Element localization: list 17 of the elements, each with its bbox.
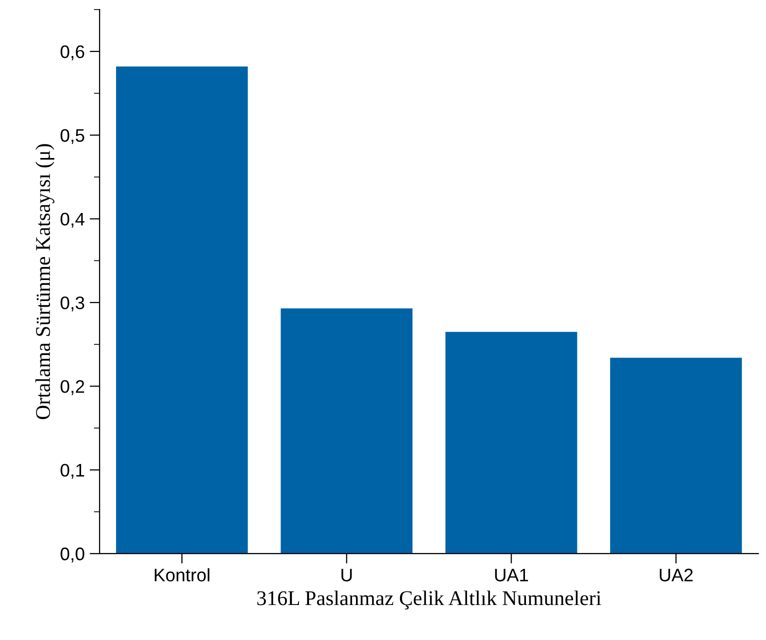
x-tick-label: UA2 <box>660 568 693 582</box>
y-tick-label: 0,2 <box>60 380 84 396</box>
y-tick-label: 0,5 <box>60 129 84 144</box>
x-axis-title: 316L Paslanmaz Çelik Altlık Numuneleri <box>257 590 602 610</box>
y-tick-label: 0,0 <box>60 548 84 562</box>
y-tick-label: 0,4 <box>60 212 84 228</box>
bar <box>610 358 742 554</box>
bar <box>445 332 578 554</box>
bar <box>116 66 248 554</box>
y-tick-label: 0,1 <box>60 464 84 479</box>
y-axis-title: Ortalama Sürtünme Katsayısı (μ) <box>35 144 54 420</box>
y-tick-label: 0,3 <box>60 296 84 312</box>
x-tick-label: U <box>341 568 352 582</box>
y-tick-label: 0,6 <box>60 45 84 60</box>
bar <box>280 308 412 554</box>
x-tick-label: UA1 <box>495 568 528 582</box>
x-tick-label: Kontrol <box>154 568 210 582</box>
